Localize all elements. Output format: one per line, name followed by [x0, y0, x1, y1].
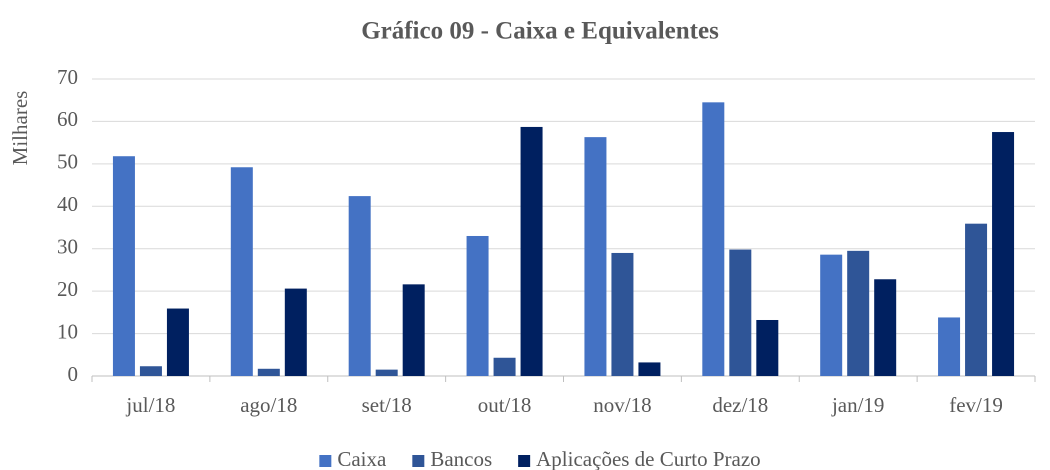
bar — [284, 288, 307, 376]
bar — [112, 156, 135, 376]
y-tick-label: 20 — [57, 277, 78, 301]
x-tick-label: jan/19 — [831, 393, 885, 417]
y-tick-label: 0 — [68, 362, 79, 386]
y-tick-label: 70 — [57, 65, 78, 89]
bar — [584, 137, 607, 376]
bar — [230, 167, 253, 376]
bar — [348, 196, 371, 376]
y-tick-label: 40 — [57, 192, 78, 216]
bar — [611, 252, 634, 376]
bar — [756, 319, 779, 376]
bar — [520, 126, 543, 377]
legend-label: Aplicações de Curto Prazo — [536, 447, 761, 470]
x-tick-label: nov/18 — [593, 393, 651, 417]
bar — [257, 368, 280, 376]
bar — [965, 223, 988, 376]
y-tick-label: 10 — [57, 319, 78, 343]
bar — [375, 369, 398, 376]
bar — [402, 284, 425, 376]
bar — [166, 308, 189, 376]
bar — [139, 366, 162, 376]
legend-swatch — [319, 455, 332, 467]
legend-swatch — [412, 455, 425, 467]
legend-label: Caixa — [337, 447, 387, 470]
bar — [729, 249, 752, 376]
x-tick-label: dez/18 — [712, 393, 768, 417]
y-tick-label: 30 — [57, 235, 78, 259]
bar — [702, 102, 725, 376]
chart-title: Gráfico 09 - Caixa e Equivalentes — [361, 18, 719, 45]
x-tick-label: out/18 — [478, 393, 532, 417]
y-tick-label: 50 — [57, 150, 78, 174]
x-tick-label: fev/19 — [949, 393, 1003, 417]
x-tick-label: ago/18 — [240, 393, 297, 417]
bar — [493, 357, 516, 376]
bar — [874, 279, 897, 376]
bar — [992, 132, 1015, 376]
bar — [820, 254, 843, 376]
x-tick-label: jul/18 — [125, 393, 175, 417]
y-tick-label: 60 — [57, 107, 78, 131]
bar — [938, 317, 961, 376]
x-tick-label: set/18 — [362, 393, 412, 417]
legend-label: Bancos — [430, 447, 492, 470]
y-axis-label: Milhares — [8, 91, 32, 166]
bar — [638, 362, 661, 376]
bar — [466, 235, 489, 376]
legend-swatch — [518, 455, 531, 467]
bar — [847, 250, 870, 376]
